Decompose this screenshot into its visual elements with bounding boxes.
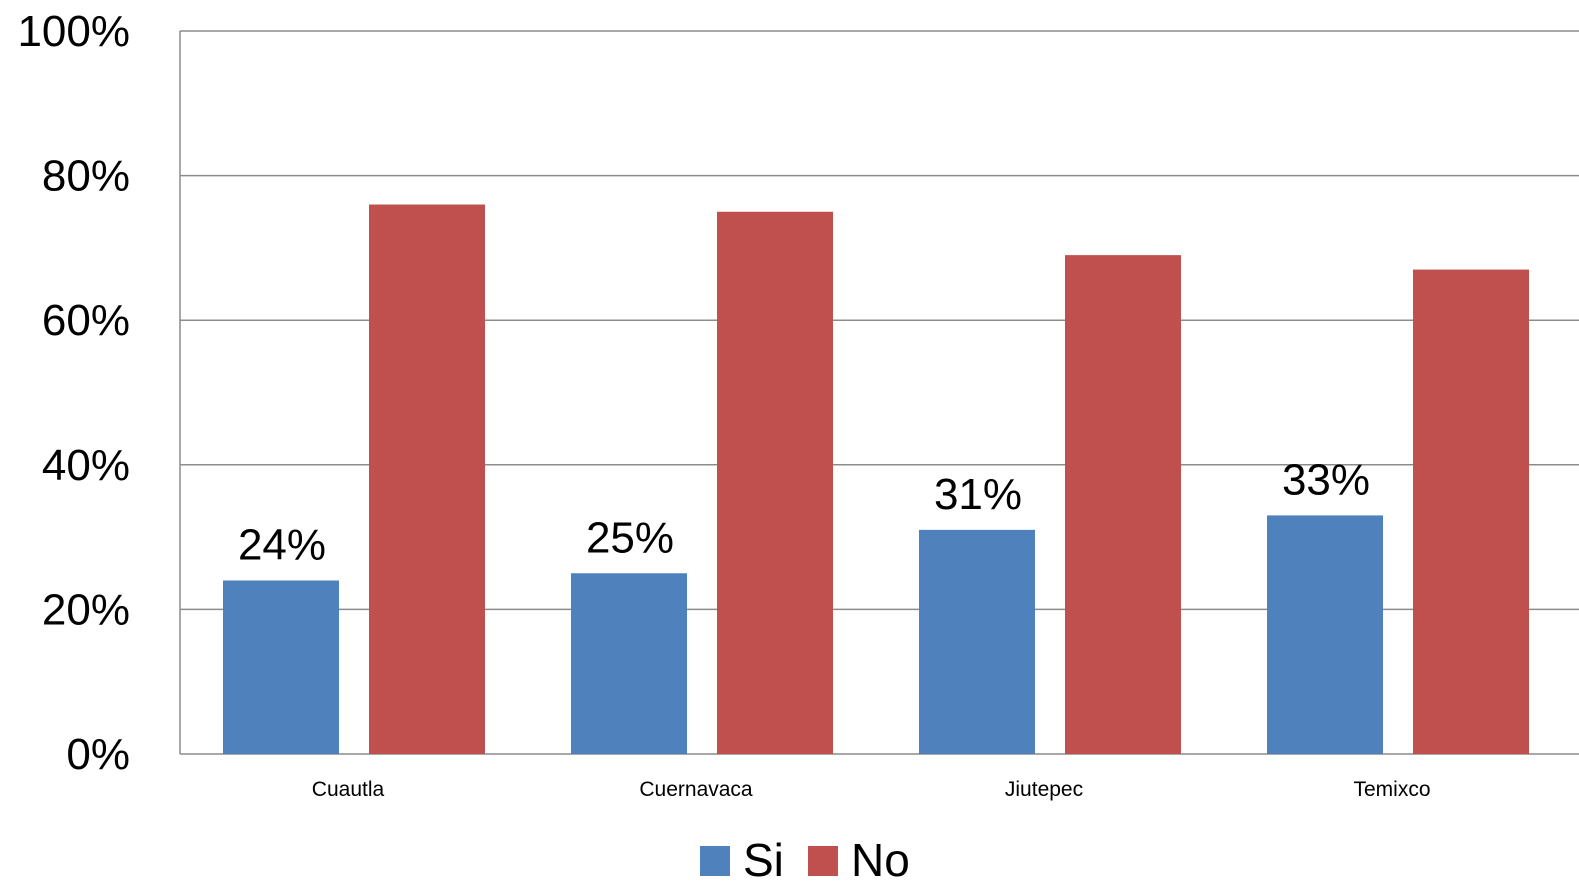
legend: Si No [700,834,910,886]
legend-label-si: Si [743,834,784,885]
legend-label-no: No [851,834,910,885]
bar-si-cuernavaca [571,573,687,754]
x-tick-label: Cuernavaca [639,778,753,801]
y-tick-label: 100% [17,7,130,56]
data-label: 24% [238,520,326,569]
data-label: 31% [934,470,1022,519]
bar-no-cuautla [369,204,485,754]
bar-si-cuautla [223,580,339,754]
bar-si-jiutepec [919,529,1035,754]
x-tick-label: Temixco [1353,778,1430,801]
x-tick-label: Cuautla [312,778,385,801]
data-labels: 24% 25% 31% 33% [238,455,1370,569]
legend-swatch-si [700,846,730,876]
y-tick-label: 80% [42,152,130,201]
x-tick-label: Jiutepec [1005,778,1083,801]
data-label: 25% [586,513,674,562]
bars [223,204,1529,754]
bar-no-jiutepec [1065,255,1181,754]
legend-swatch-no [808,846,838,876]
y-tick-label: 40% [42,441,130,490]
y-tick-label: 60% [42,296,130,345]
bar-no-cuernavaca [717,211,833,754]
y-tick-label: 0% [66,730,130,779]
y-tick-label: 20% [42,585,130,634]
bar-si-temixco [1267,515,1383,754]
data-label: 33% [1282,455,1370,504]
axes: 0% 20% 40% 60% 80% 100% Cuautla Cuernavaca Jiute… [17,7,1579,801]
bar-no-temixco [1413,269,1529,754]
